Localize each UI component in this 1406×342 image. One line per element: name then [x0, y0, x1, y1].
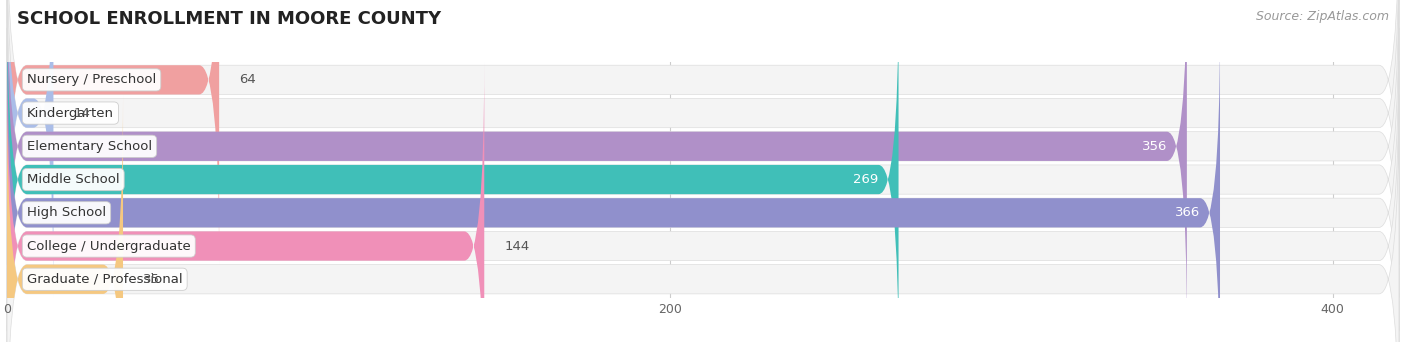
FancyBboxPatch shape	[7, 94, 124, 342]
Text: Nursery / Preschool: Nursery / Preschool	[27, 73, 156, 86]
Text: High School: High School	[27, 206, 105, 219]
FancyBboxPatch shape	[7, 0, 1187, 331]
Text: 14: 14	[73, 107, 90, 120]
FancyBboxPatch shape	[7, 0, 1399, 298]
Text: 144: 144	[505, 239, 530, 252]
FancyBboxPatch shape	[7, 0, 1399, 342]
FancyBboxPatch shape	[7, 0, 53, 298]
Text: SCHOOL ENROLLMENT IN MOORE COUNTY: SCHOOL ENROLLMENT IN MOORE COUNTY	[17, 10, 441, 28]
Text: 269: 269	[853, 173, 879, 186]
Text: Graduate / Professional: Graduate / Professional	[27, 273, 183, 286]
FancyBboxPatch shape	[7, 0, 898, 342]
Text: College / Undergraduate: College / Undergraduate	[27, 239, 191, 252]
FancyBboxPatch shape	[7, 61, 484, 342]
Text: 366: 366	[1175, 206, 1201, 219]
Text: Kindergarten: Kindergarten	[27, 107, 114, 120]
Text: Elementary School: Elementary School	[27, 140, 152, 153]
Text: Middle School: Middle School	[27, 173, 120, 186]
Text: Source: ZipAtlas.com: Source: ZipAtlas.com	[1256, 10, 1389, 23]
FancyBboxPatch shape	[7, 28, 1399, 342]
FancyBboxPatch shape	[7, 0, 219, 265]
Text: 64: 64	[239, 73, 256, 86]
Text: 356: 356	[1142, 140, 1167, 153]
Text: 35: 35	[143, 273, 160, 286]
FancyBboxPatch shape	[7, 0, 1399, 265]
FancyBboxPatch shape	[7, 0, 1399, 331]
FancyBboxPatch shape	[7, 61, 1399, 342]
FancyBboxPatch shape	[7, 28, 1220, 342]
FancyBboxPatch shape	[7, 94, 1399, 342]
